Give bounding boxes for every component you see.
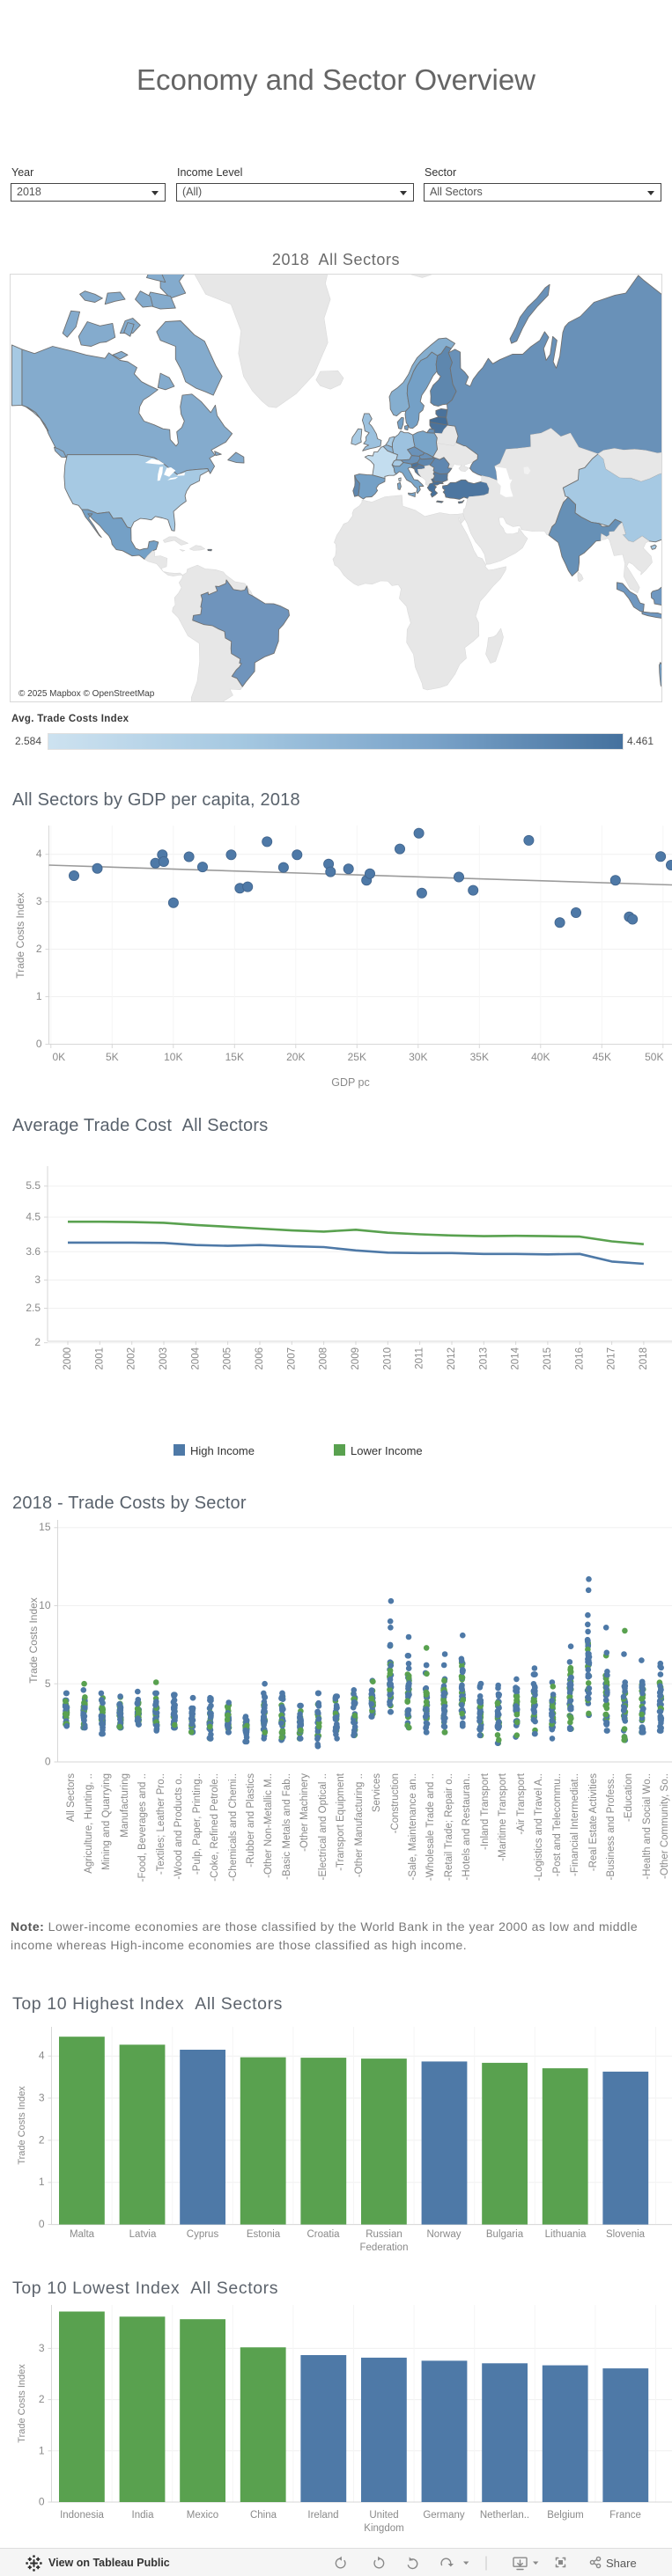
- svg-text:3: 3: [36, 895, 42, 907]
- svg-text:15: 15: [39, 1521, 51, 1533]
- svg-text:2003: 2003: [159, 1347, 169, 1370]
- svg-text:2012: 2012: [447, 1347, 457, 1370]
- svg-text:10: 10: [39, 1599, 51, 1611]
- svg-text:40K: 40K: [531, 1051, 550, 1063]
- svg-text:3: 3: [39, 2342, 45, 2354]
- svg-text:Trade Costs Index: Trade Costs Index: [27, 1597, 40, 1684]
- svg-text:2014: 2014: [511, 1347, 521, 1369]
- svg-text:10K: 10K: [164, 1051, 182, 1063]
- svg-text:15K: 15K: [225, 1051, 244, 1063]
- svg-text:2015: 2015: [543, 1347, 553, 1370]
- svg-text:0K: 0K: [52, 1051, 65, 1063]
- svg-text:5.5: 5.5: [26, 1179, 41, 1192]
- svg-text:2007: 2007: [286, 1347, 297, 1370]
- svg-text:Trade Costs Index: Trade Costs Index: [17, 2364, 27, 2443]
- svg-text:0: 0: [45, 1756, 51, 1768]
- svg-text:4: 4: [39, 2050, 45, 2062]
- svg-text:Trade Costs Index: Trade Costs Index: [14, 892, 26, 979]
- svg-text:3: 3: [34, 1273, 41, 1286]
- svg-text:4.5: 4.5: [26, 1211, 41, 1223]
- svg-text:2011: 2011: [415, 1347, 425, 1369]
- svg-text:0: 0: [39, 2496, 45, 2508]
- svg-text:2017: 2017: [607, 1347, 617, 1370]
- svg-text:1: 1: [36, 990, 42, 1002]
- svg-text:2010: 2010: [382, 1347, 393, 1370]
- svg-text:1: 1: [39, 2176, 45, 2188]
- svg-text:5: 5: [45, 1677, 51, 1690]
- svg-text:4: 4: [36, 848, 42, 860]
- svg-text:45K: 45K: [593, 1051, 611, 1063]
- svg-text:25K: 25K: [348, 1051, 366, 1063]
- svg-text:2016: 2016: [574, 1347, 585, 1370]
- svg-text:2: 2: [34, 1336, 41, 1348]
- svg-text:2013: 2013: [478, 1347, 489, 1370]
- svg-text:2000: 2000: [63, 1347, 73, 1370]
- svg-text:2: 2: [39, 2393, 45, 2405]
- svg-text:2002: 2002: [127, 1347, 137, 1370]
- svg-text:2004: 2004: [190, 1347, 201, 1369]
- svg-text:0: 0: [36, 1038, 42, 1050]
- svg-text:GDP pc: GDP pc: [331, 1076, 370, 1089]
- svg-text:2: 2: [36, 943, 42, 955]
- svg-text:2: 2: [39, 2133, 45, 2146]
- svg-text:0: 0: [39, 2218, 45, 2229]
- svg-text:2018: 2018: [639, 1347, 649, 1370]
- svg-text:2005: 2005: [223, 1347, 233, 1370]
- svg-text:5K: 5K: [106, 1051, 119, 1063]
- svg-text:3: 3: [39, 2091, 45, 2103]
- svg-text:50K: 50K: [645, 1051, 663, 1063]
- svg-text:2009: 2009: [351, 1347, 361, 1370]
- svg-text:2.5: 2.5: [26, 1302, 41, 1314]
- svg-text:30K: 30K: [409, 1051, 427, 1063]
- svg-text:3.6: 3.6: [26, 1245, 41, 1258]
- svg-text:2006: 2006: [255, 1347, 265, 1370]
- svg-text:1: 1: [39, 2444, 45, 2456]
- svg-text:20K: 20K: [286, 1051, 305, 1063]
- svg-text:35K: 35K: [470, 1051, 489, 1063]
- svg-text:2008: 2008: [319, 1347, 329, 1370]
- svg-text:Trade Costs Index: Trade Costs Index: [17, 2086, 27, 2165]
- svg-text:2001: 2001: [94, 1347, 105, 1370]
